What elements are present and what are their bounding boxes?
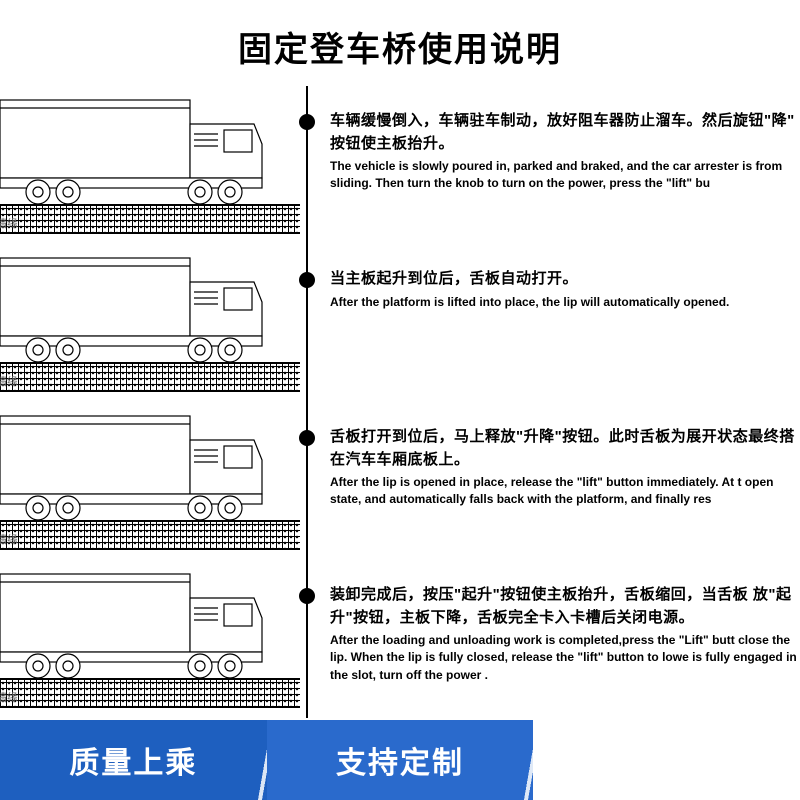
step-text: 舌板打开到位后，马上释放"升降"按钮。此时舌板为展开状态最终搭在汽车车厢底板上。… xyxy=(330,426,800,509)
step-zh: 车辆缓慢倒入，车辆驻车制动，放好阻车器防止溜车。然后旋钮"降" 按钮使主板抬升。 xyxy=(330,110,800,155)
page-title: 固定登车桥使用说明 xyxy=(0,22,800,71)
truck-diagram xyxy=(0,254,300,362)
steps-content: 墙缘 车辆缓慢倒入，车辆驻车制动，放好阻车器防止溜车。然后旋钮"降" 按钮使主板… xyxy=(0,86,800,718)
ground-label: 墙缘 xyxy=(0,688,22,706)
step-en: The vehicle is slowly poured in, parked … xyxy=(330,158,800,193)
step-en: After the loading and unloading work is … xyxy=(330,632,800,684)
step-illustration: 墙缘 xyxy=(0,86,300,244)
step-row: 墙缘 当主板起升到位后，舌板自动打开。 After the platform i… xyxy=(0,244,800,402)
step-zh: 舌板打开到位后，马上释放"升降"按钮。此时舌板为展开状态最终搭在汽车车厢底板上。 xyxy=(330,426,800,471)
step-en: After the lip is opened in place, releas… xyxy=(330,474,800,509)
timeline-bullet xyxy=(299,430,315,446)
ground-band: 墙缘 xyxy=(0,362,300,392)
timeline-bullet xyxy=(299,114,315,130)
ground-band: 墙缘 xyxy=(0,678,300,708)
banner-segment: 支持定制 xyxy=(267,720,534,800)
truck-diagram xyxy=(0,96,300,204)
timeline-bullet xyxy=(299,272,315,288)
timeline-line xyxy=(306,86,308,244)
step-zh: 装卸完成后，按压"起升"按钮使主板抬升，舌板缩回，当舌板 放"起升"按钮，主板下… xyxy=(330,584,800,629)
step-illustration: 墙缘 xyxy=(0,560,300,718)
ground-label: 墙缘 xyxy=(0,214,22,232)
ground-band: 墙缘 xyxy=(0,520,300,550)
timeline-line xyxy=(306,560,308,718)
cart-icon xyxy=(750,748,786,784)
step-text: 装卸完成后，按压"起升"按钮使主板抬升，舌板缩回，当舌板 放"起升"按钮，主板下… xyxy=(330,584,800,684)
truck-diagram xyxy=(0,570,300,678)
step-zh: 当主板起升到位后，舌板自动打开。 xyxy=(330,268,800,291)
step-text: 车辆缓慢倒入，车辆驻车制动，放好阻车器防止溜车。然后旋钮"降" 按钮使主板抬升。… xyxy=(330,110,800,193)
ground-label: 墙缘 xyxy=(0,530,22,548)
timeline-bullet xyxy=(299,588,315,604)
promo-banner: 质量上乘 支持定制 放心选购 xyxy=(0,720,800,800)
ground-band: 墙缘 xyxy=(0,204,300,234)
step-row: 墙缘 车辆缓慢倒入，车辆驻车制动，放好阻车器防止溜车。然后旋钮"降" 按钮使主板… xyxy=(0,86,800,244)
page: 固定登车桥使用说明 xyxy=(0,0,800,800)
banner-segment: 质量上乘 xyxy=(0,720,267,800)
step-row: 墙缘 舌板打开到位后，马上释放"升降"按钮。此时舌板为展开状态最终搭在汽车车厢底… xyxy=(0,402,800,560)
step-illustration: 墙缘 xyxy=(0,244,300,402)
step-text: 当主板起升到位后，舌板自动打开。 After the platform is l… xyxy=(330,268,800,311)
truck-diagram xyxy=(0,412,300,520)
step-en: After the platform is lifted into place,… xyxy=(330,294,800,311)
ground-label: 墙缘 xyxy=(0,372,22,390)
step-row: 墙缘 装卸完成后，按压"起升"按钮使主板抬升，舌板缩回，当舌板 放"起升"按钮，… xyxy=(0,560,800,718)
timeline-line xyxy=(306,244,308,402)
step-illustration: 墙缘 xyxy=(0,402,300,560)
timeline-line xyxy=(306,402,308,560)
